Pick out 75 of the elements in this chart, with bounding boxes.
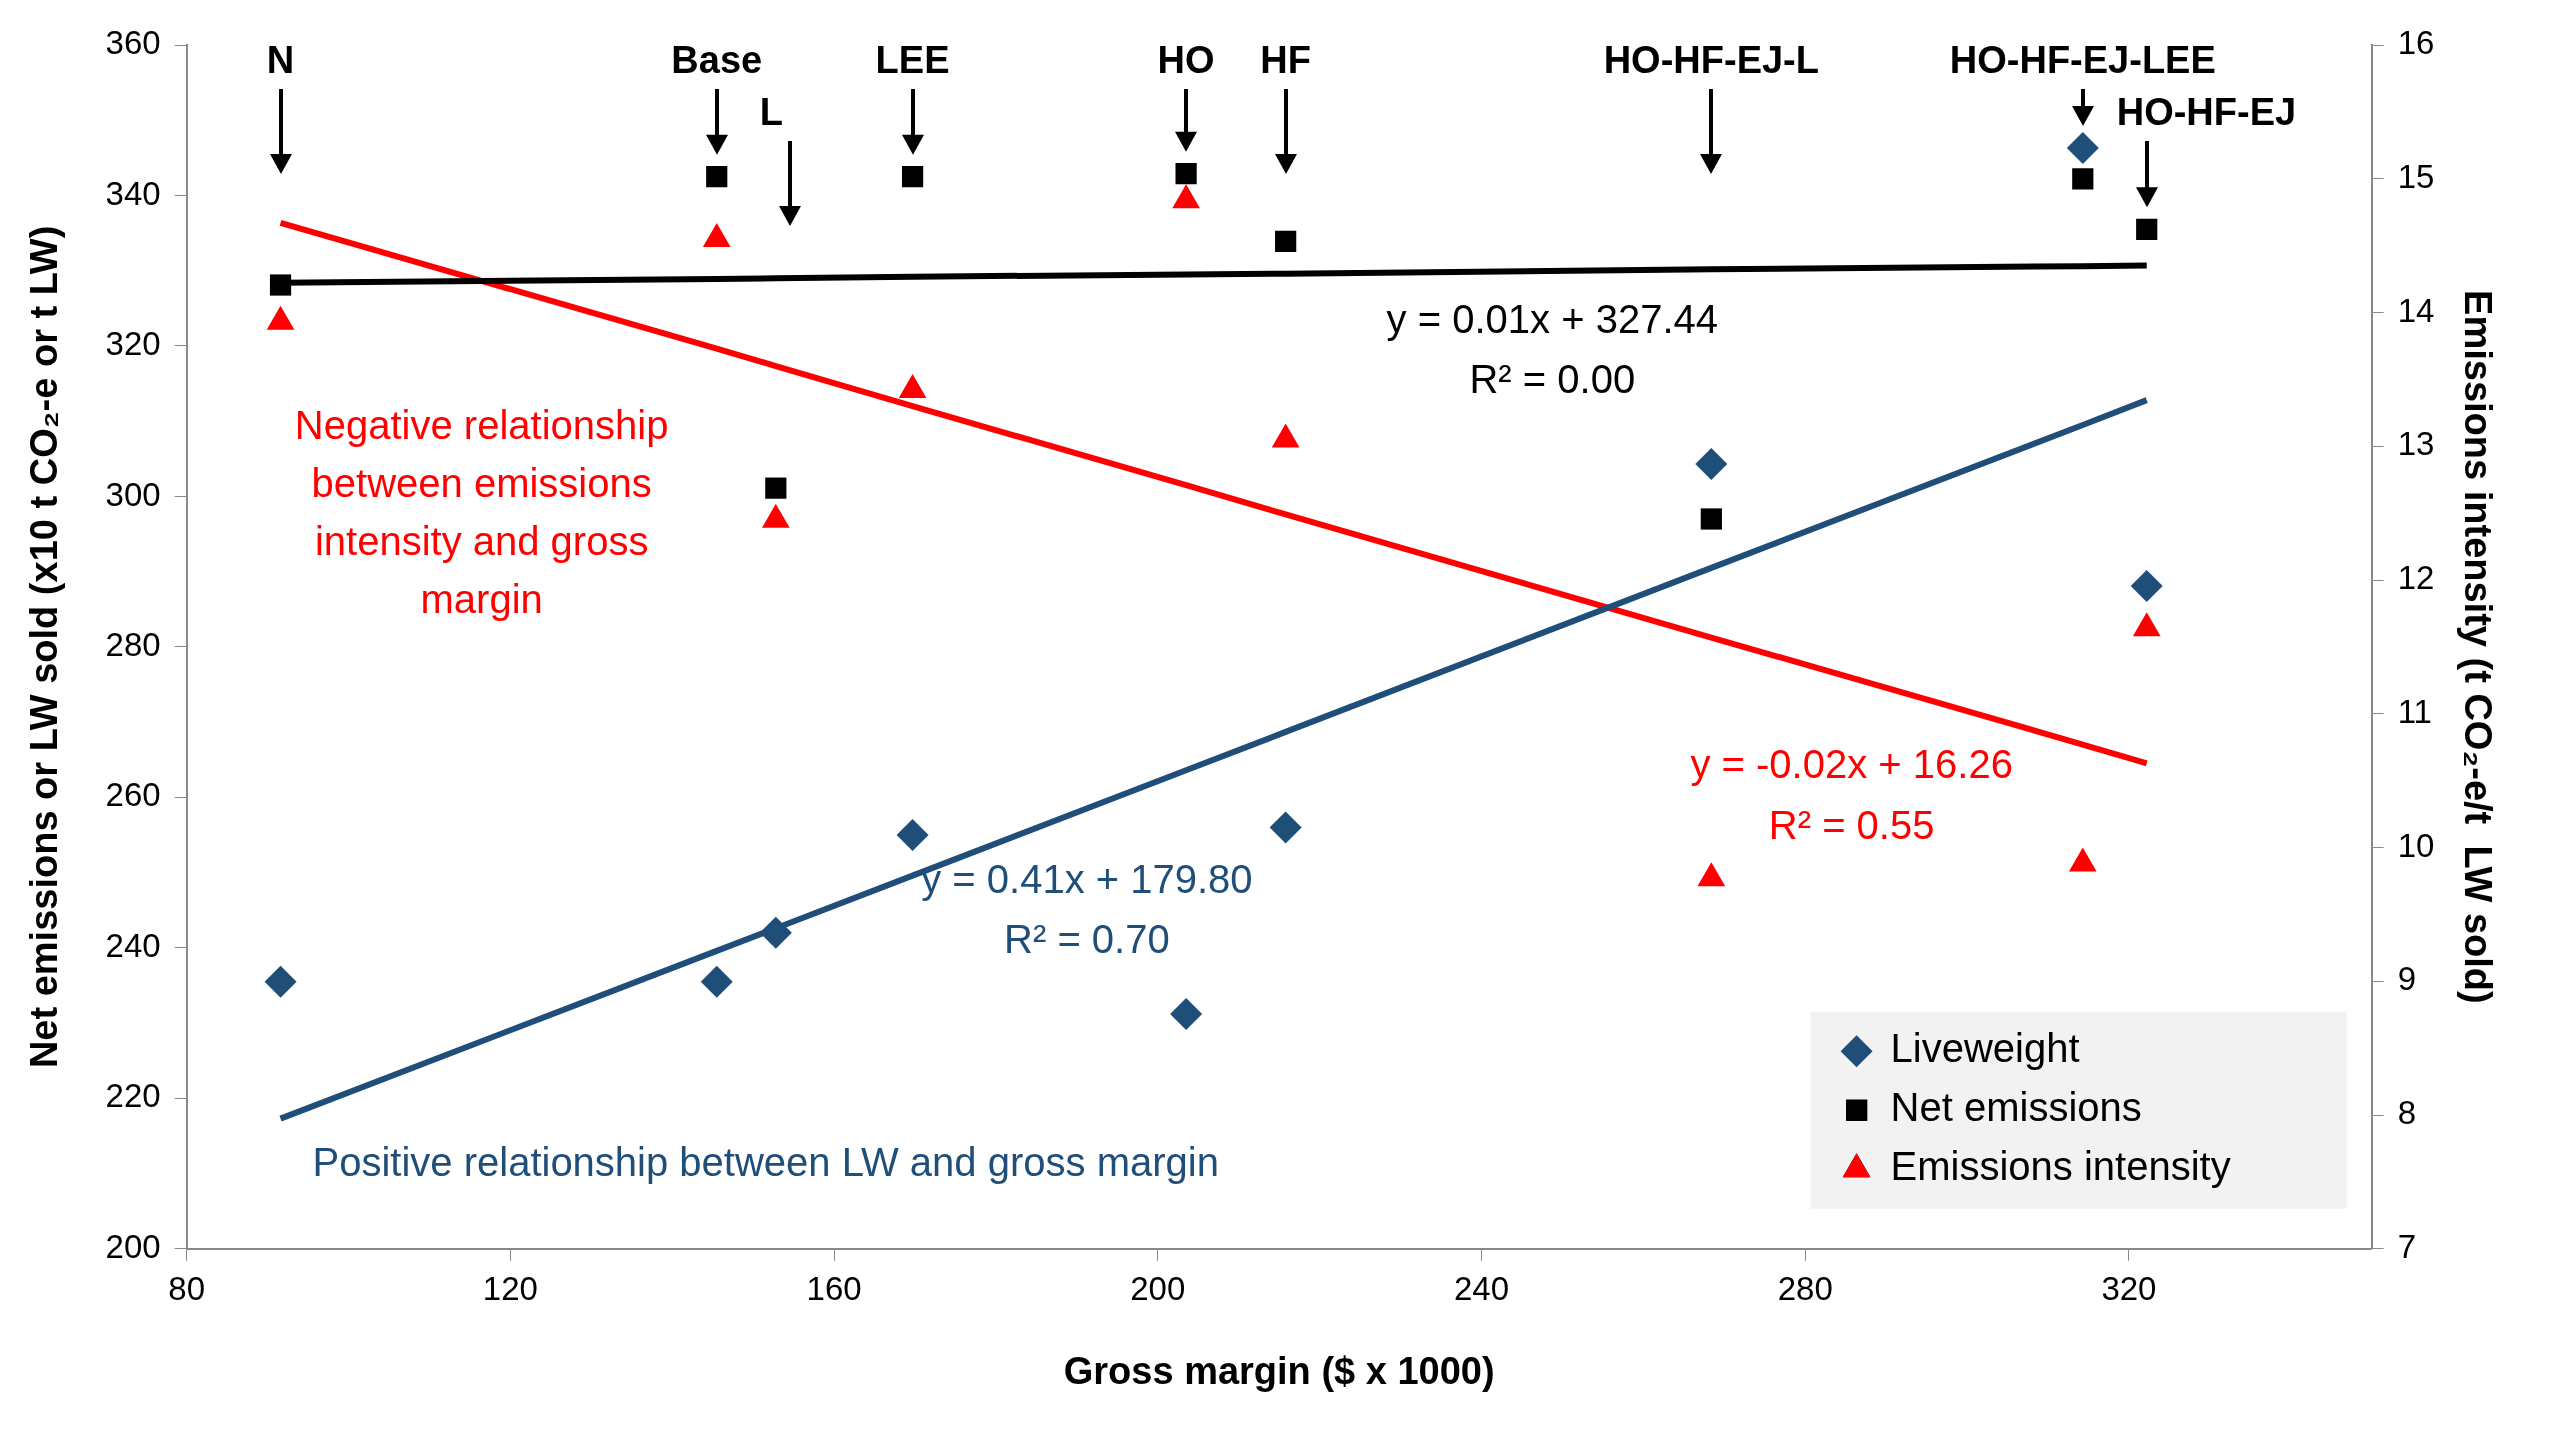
legend-label: Net emissions xyxy=(1890,1085,2142,1130)
x-tick-label: 160 xyxy=(806,1269,862,1307)
legend-label: Emissions intensity xyxy=(1890,1144,2231,1189)
annotation: HO-HF-EJ-LEE xyxy=(1949,39,2216,82)
y-tick-label: 340 xyxy=(105,174,161,212)
point xyxy=(2136,218,2158,240)
y-tick-label: 300 xyxy=(105,475,161,513)
point xyxy=(1269,811,1302,844)
y-tick-label: 360 xyxy=(105,24,161,62)
point xyxy=(898,374,927,399)
annotation: HF xyxy=(1260,39,1311,82)
x-tick-label: 280 xyxy=(1777,1269,1833,1307)
y-tick-label: 240 xyxy=(105,926,161,964)
annotation: Positive relationship between LW and gross margin xyxy=(312,1139,1219,1184)
point xyxy=(2132,612,2161,637)
x-tick-label: 120 xyxy=(482,1269,538,1307)
point xyxy=(266,305,295,330)
point xyxy=(702,222,731,247)
annotation: N xyxy=(266,39,295,82)
point xyxy=(1170,998,1203,1031)
point xyxy=(1172,184,1200,209)
point xyxy=(2066,132,2099,165)
point xyxy=(901,166,924,188)
y2-axis-title: Emissions intensity (t CO₂-e/t LW sold) xyxy=(2456,290,2499,1004)
y2-tick-label: 9 xyxy=(2397,960,2417,998)
point xyxy=(1697,862,1726,887)
point xyxy=(700,965,733,998)
annotation: y = 0.01x + 327.44 xyxy=(1386,296,1718,341)
y2-tick-label: 14 xyxy=(2397,291,2435,329)
annotation: HO xyxy=(1157,39,1215,82)
point xyxy=(264,965,297,998)
y-tick-label: 200 xyxy=(105,1227,161,1265)
point xyxy=(1271,423,1300,448)
point xyxy=(1695,448,1728,481)
annotation: y = -0.02x + 16.26 xyxy=(1690,742,2013,787)
y2-tick-label: 11 xyxy=(2397,692,2432,730)
annotation: LEE xyxy=(875,39,950,82)
x-tick-label: 320 xyxy=(2101,1269,2157,1307)
x-axis-title: Gross margin ($ x 1000) xyxy=(1063,1349,1495,1392)
point xyxy=(2072,168,2094,190)
y-tick-label: 260 xyxy=(105,776,161,814)
point xyxy=(759,916,792,949)
y2-tick-label: 13 xyxy=(2397,425,2435,463)
y-axis-title: Net emissions or LW sold (x10 t CO₂-e or t LW) xyxy=(23,225,66,1069)
x-tick-label: 200 xyxy=(1130,1269,1186,1307)
point xyxy=(706,166,728,188)
point xyxy=(765,477,787,499)
legend-label: Liveweight xyxy=(1890,1026,2080,1071)
y2-tick-label: 15 xyxy=(2397,157,2435,195)
annotation: R² = 0.55 xyxy=(1768,802,1935,847)
point xyxy=(1275,230,1297,252)
point xyxy=(1700,508,1722,530)
y2-tick-label: 10 xyxy=(2397,826,2435,864)
annotation: Negative relationship between emissions intensity and gross margin xyxy=(294,402,669,621)
point xyxy=(1175,163,1197,185)
annotation: L xyxy=(759,91,784,134)
y2-tick-label: 16 xyxy=(2397,24,2435,62)
point xyxy=(2130,569,2163,602)
annotation: HO-HF-EJ xyxy=(2116,91,2297,134)
point xyxy=(761,503,790,528)
annotation: Base xyxy=(671,39,763,82)
y-tick-label: 320 xyxy=(105,325,161,363)
y2-tick-label: 8 xyxy=(2397,1094,2417,1132)
x-tick-label: 240 xyxy=(1453,1269,1510,1307)
y2-tick-label: 12 xyxy=(2397,559,2435,597)
annotation: HO-HF-EJ-L xyxy=(1603,39,1819,82)
point xyxy=(2068,847,2097,872)
point xyxy=(896,818,929,851)
y-tick-label: 220 xyxy=(105,1077,161,1115)
point xyxy=(269,274,292,296)
y-tick-label: 280 xyxy=(105,625,161,663)
x-tick-label: 80 xyxy=(168,1269,206,1307)
annotation: R² = 0.70 xyxy=(1004,916,1170,961)
annotation: R² = 0.00 xyxy=(1469,357,1636,402)
y2-tick-label: 7 xyxy=(2397,1227,2417,1265)
